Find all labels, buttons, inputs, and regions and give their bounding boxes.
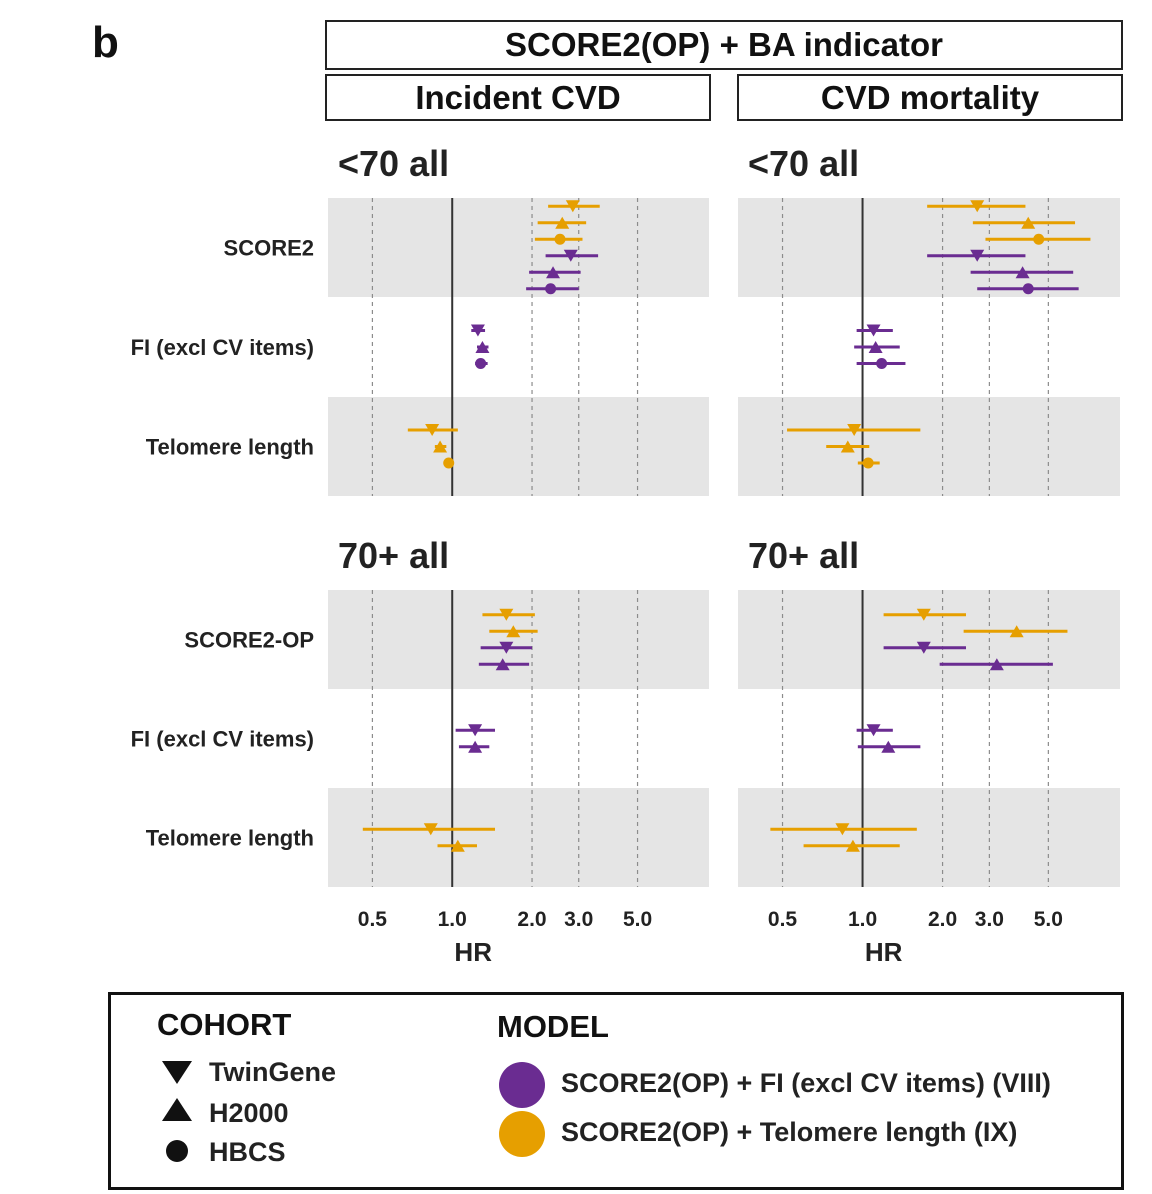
row-band	[738, 198, 1120, 297]
row-band	[328, 397, 709, 496]
x-axis-label: HR	[865, 937, 903, 967]
marker-down-triangle	[565, 200, 580, 213]
facet-strip-cvd-mortality: CVD mortality	[737, 74, 1123, 121]
marker-circle	[443, 457, 455, 469]
facet-strip-incident-cvd: Incident CVD	[325, 74, 711, 121]
legend-circle-icon	[166, 1140, 188, 1162]
panel-letter: b	[92, 18, 119, 67]
marker-down-triangle	[916, 641, 931, 654]
row-label: SCORE2-OP	[184, 628, 314, 653]
marker-down-triangle	[470, 324, 485, 337]
panel-title: 70+ all	[748, 535, 859, 576]
marker-circle	[876, 358, 888, 369]
marker-up-triangle	[989, 658, 1004, 671]
legend-cohort-symbols	[162, 1061, 192, 1162]
panel-2: 70+ all 0.5 1.0 2.0 3.0 5.0 HR	[328, 535, 709, 967]
x-tick-label: 1.0	[438, 908, 467, 931]
legend-model-ix-swatch	[499, 1111, 545, 1157]
x-tick-label: 2.0	[928, 908, 957, 931]
x-tick-label: 1.0	[848, 908, 877, 931]
marker-down-triangle	[847, 424, 862, 436]
legend-model-viii: SCORE2(OP) + FI (excl CV items) (VIII)	[561, 1068, 1051, 1098]
marker-up-triangle	[1015, 266, 1030, 279]
x-tick-label: 0.5	[358, 908, 388, 931]
marker-up-triangle	[840, 440, 855, 453]
marker-up-triangle	[506, 625, 521, 638]
marker-down-triangle	[970, 249, 985, 262]
marker-down-triangle	[866, 324, 881, 337]
x-tick-label: 2.0	[517, 908, 546, 931]
panel-title: <70 all	[338, 143, 449, 184]
marker-circle	[1022, 283, 1034, 295]
marker-up-triangle	[845, 839, 860, 852]
marker-up-triangle	[1009, 625, 1024, 638]
marker-down-triangle	[425, 424, 440, 436]
marker-down-triangle	[970, 200, 985, 213]
marker-down-triangle	[423, 823, 438, 836]
x-tick-label: 0.5	[768, 908, 798, 931]
row-band	[328, 198, 709, 297]
marker-up-triangle	[881, 740, 896, 753]
marker-up-triangle	[546, 266, 561, 279]
marker-circle	[545, 283, 557, 295]
legend: COHORT TwinGene H2000 HBCS MODEL SCORE2(…	[108, 992, 1124, 1190]
row-label: Telomere length	[146, 435, 314, 460]
x-tick-label: 5.0	[1034, 908, 1063, 931]
marker-up-triangle	[495, 658, 510, 671]
legend-up-triangle-icon	[162, 1098, 192, 1121]
marker-up-triangle	[555, 216, 570, 229]
panel-title: 70+ all	[338, 535, 449, 576]
marker-down-triangle	[866, 724, 881, 737]
panel-title: <70 all	[748, 143, 859, 184]
marker-down-triangle	[499, 641, 514, 654]
marker-down-triangle	[468, 724, 483, 737]
row-band	[738, 397, 1120, 496]
legend-cohort-hbcs: HBCS	[209, 1137, 286, 1167]
x-tick-label: 3.0	[975, 908, 1004, 931]
x-tick-label: 3.0	[564, 908, 593, 931]
x-tick-label: 5.0	[623, 908, 652, 931]
marker-down-triangle	[499, 608, 514, 621]
marker-circle	[475, 358, 487, 369]
legend-down-triangle-icon	[162, 1061, 192, 1084]
legend-cohort-twingene: TwinGene	[209, 1057, 337, 1087]
row-band	[328, 788, 709, 887]
marker-up-triangle	[468, 740, 483, 753]
legend-model-title: MODEL	[497, 1009, 609, 1044]
row-label: SCORE2	[224, 236, 314, 261]
panel-0: <70 all	[328, 143, 709, 496]
legend-model-ix: SCORE2(OP) + Telomere length (IX)	[561, 1117, 1018, 1147]
row-band	[328, 590, 709, 689]
forest-plot: <70 all SCORE2 FI (excl CV items) Telomere …	[131, 143, 1120, 967]
panel-1: <70 all	[738, 143, 1120, 496]
x-axis-label: HR	[454, 937, 492, 967]
legend-model-viii-swatch	[499, 1062, 545, 1108]
legend-cohort-h2000: H2000	[209, 1098, 289, 1128]
marker-circle	[862, 457, 874, 469]
marker-up-triangle	[450, 839, 465, 852]
marker-up-triangle	[1021, 216, 1036, 229]
marker-up-triangle	[868, 341, 883, 353]
marker-circle	[554, 233, 566, 245]
row-band	[738, 788, 1120, 887]
marker-up-triangle	[433, 440, 448, 453]
marker-down-triangle	[916, 608, 931, 621]
marker-down-triangle	[835, 823, 850, 836]
marker-circle	[1033, 233, 1045, 245]
row-label: Telomere length	[146, 826, 314, 851]
row-label: FI (excl CV items)	[131, 727, 314, 752]
row-label: FI (excl CV items)	[131, 335, 314, 360]
panel-3: 70+ all 0.5 1.0 2.0 3.0 5.0 HR	[738, 535, 1120, 967]
row-band	[738, 590, 1120, 689]
legend-cohort-title: COHORT	[157, 1007, 292, 1042]
facet-strip-title: SCORE2(OP) + BA indicator	[325, 20, 1123, 70]
marker-down-triangle	[563, 249, 578, 262]
marker-up-triangle	[475, 341, 490, 353]
